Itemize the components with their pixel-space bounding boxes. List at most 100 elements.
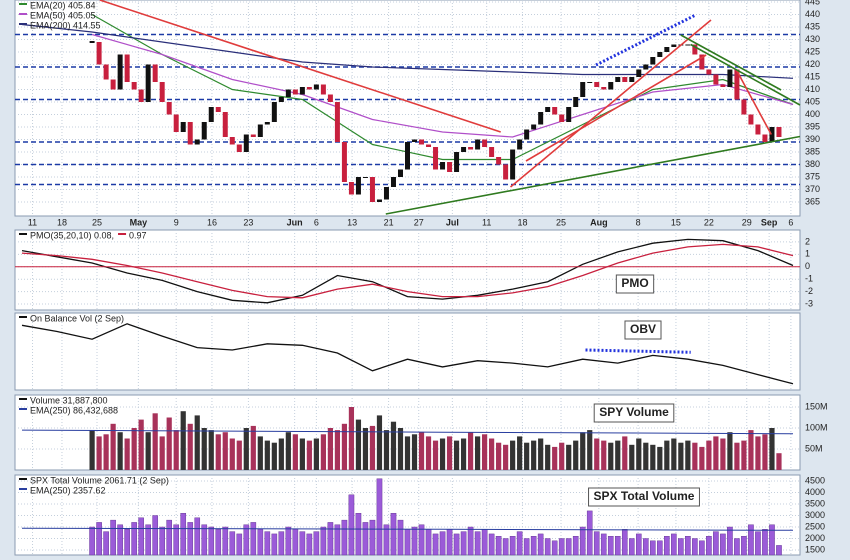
volume-bar <box>271 533 278 556</box>
candle <box>285 89 291 97</box>
candle <box>608 82 614 90</box>
y-tick-label: 4000 <box>805 487 825 497</box>
volume-bar <box>425 529 432 556</box>
volume-bar <box>299 531 306 556</box>
trendline <box>585 348 691 354</box>
y-tick-label: 385 <box>805 146 820 156</box>
candle <box>496 157 502 165</box>
volume-bar <box>622 436 628 470</box>
volume-bar <box>741 536 747 556</box>
x-tick-label: Jun <box>287 217 303 227</box>
legend-label: PMO(35,20,10) 0.08, <box>30 230 114 240</box>
legend-label: Volume 31,887,800 <box>30 395 108 405</box>
candle <box>468 147 474 150</box>
candle <box>587 82 593 83</box>
x-tick-label: 23 <box>243 217 253 227</box>
candle <box>566 107 572 122</box>
candle <box>334 102 340 142</box>
volume-bar <box>299 438 305 470</box>
candle <box>131 82 137 90</box>
volume-bar <box>159 436 165 470</box>
y-tick-label: -2 <box>805 286 813 296</box>
y-tick-label: 1500 <box>805 544 825 554</box>
candle <box>208 107 214 122</box>
volume-bar <box>538 438 544 470</box>
volume-bar <box>727 432 733 470</box>
plot-area <box>14 312 801 391</box>
volume-bar <box>432 533 439 556</box>
legend-label: EMA(20) 405.84 <box>30 0 96 10</box>
volume-bar <box>103 531 109 556</box>
candle <box>461 147 467 152</box>
volume-bar <box>621 529 628 556</box>
volume-bar <box>355 513 362 556</box>
volume-bar <box>657 446 663 470</box>
candle <box>264 122 270 125</box>
y-tick-label: 410 <box>805 84 820 94</box>
candle <box>685 44 691 46</box>
y-tick-label: 380 <box>805 159 820 169</box>
candle <box>229 137 235 145</box>
candle <box>222 112 228 137</box>
volume-bar <box>215 434 221 470</box>
candle <box>580 82 586 97</box>
volume-bar <box>117 432 123 470</box>
candle <box>376 199 382 202</box>
trendline <box>509 19 712 188</box>
candle <box>741 99 747 115</box>
volume-bar <box>397 428 404 470</box>
volume-bar <box>453 440 460 470</box>
volume-bar <box>180 411 186 470</box>
candle <box>755 124 761 135</box>
candle <box>664 47 670 52</box>
x-tick-label: 15 <box>671 217 681 227</box>
y-tick-label: 2500 <box>805 521 825 531</box>
volume-bar <box>313 531 320 556</box>
volume-bar <box>594 438 600 470</box>
volume-bar <box>404 529 411 556</box>
legend-swatch <box>19 23 27 25</box>
candle <box>720 84 726 87</box>
panel: 2 1 0 -1 -2 -3 PMO(35,20,10) 0.08, 0.97 PMO <box>14 229 813 311</box>
candle <box>657 52 663 57</box>
volume-bar <box>488 533 495 556</box>
volume-bar <box>446 529 453 556</box>
volume-bar <box>362 522 369 556</box>
volume-bar <box>334 430 341 470</box>
volume-bar <box>306 440 312 470</box>
volume-bar <box>278 438 284 470</box>
x-tick-label: 8 <box>636 217 641 227</box>
volume-bar <box>124 438 130 470</box>
panel-label-box <box>615 274 655 294</box>
x-tick-label: Sep <box>761 217 778 227</box>
y-tick-label: 425 <box>805 46 820 56</box>
volume-bar <box>552 446 558 470</box>
plot-area <box>14 0 801 217</box>
volume-bar <box>264 531 271 556</box>
trendline <box>99 0 501 133</box>
volume-bar <box>523 538 530 556</box>
volume-bar <box>390 421 397 470</box>
trendline <box>680 34 782 91</box>
volume-bar <box>643 442 649 470</box>
volume-bar <box>250 522 257 556</box>
volume-bar <box>278 531 285 556</box>
volume-bar <box>320 526 327 556</box>
candle <box>748 114 754 125</box>
volume-bar <box>727 526 733 556</box>
volume-bar <box>250 425 256 470</box>
volume-bar <box>229 438 235 470</box>
volume-bar <box>257 436 263 470</box>
volume-bar <box>208 526 215 556</box>
y-tick-label: 365 <box>805 196 820 206</box>
candle <box>727 69 733 87</box>
candle <box>397 169 403 177</box>
volume-bar <box>614 536 621 556</box>
candle <box>320 84 326 95</box>
candle <box>166 102 172 115</box>
volume-bar <box>418 524 425 556</box>
volume-bar <box>544 538 551 556</box>
volume-bar <box>607 536 614 556</box>
candle <box>699 54 705 70</box>
volume-bar <box>502 538 509 556</box>
